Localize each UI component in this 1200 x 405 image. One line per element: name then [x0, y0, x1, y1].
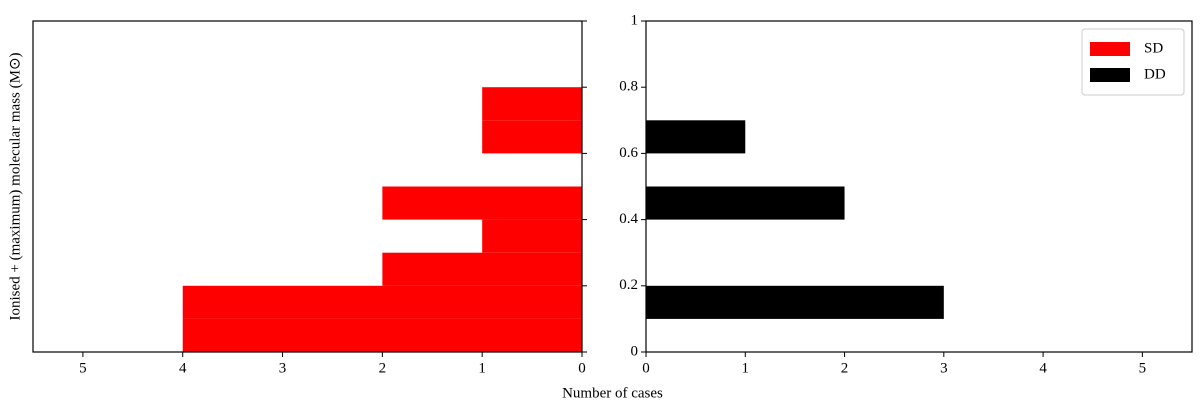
- bar: [482, 120, 582, 154]
- y-tick-label: 0.8: [619, 79, 638, 95]
- y-tick-label: 0.4: [619, 211, 638, 227]
- plot-frame: [32, 20, 583, 353]
- legend-swatch: [1090, 42, 1130, 56]
- legend-swatch: [1090, 68, 1130, 82]
- bar: [646, 285, 944, 319]
- bar: [182, 285, 582, 319]
- bar: [646, 186, 845, 220]
- bar: [182, 318, 582, 352]
- x-tick-label: 3: [940, 360, 948, 376]
- x-tick-label: 1: [742, 360, 750, 376]
- bar: [646, 120, 746, 154]
- y-tick-label: 0.2: [619, 277, 638, 293]
- legend: SD DD: [1081, 28, 1185, 96]
- bar: [382, 186, 582, 220]
- plot-frame: [645, 20, 1193, 353]
- x-tick-label: 5: [79, 360, 87, 376]
- legend-box: [1081, 28, 1185, 96]
- x-tick-label: 2: [379, 360, 387, 376]
- y-tick-label: 0.6: [619, 145, 638, 161]
- x-tick-label: 3: [279, 360, 287, 376]
- x-tick-label: 2: [841, 360, 849, 376]
- legend-label: DD: [1144, 66, 1166, 82]
- y-tick-label: 1: [631, 12, 639, 28]
- x-tick-label: 5: [1139, 360, 1147, 376]
- x-tick-label: 4: [1039, 360, 1047, 376]
- x-tick-label: 0: [578, 360, 586, 376]
- y-axis-label: Ionised + (maximum) molecular mass (M⊙): [7, 52, 23, 320]
- bar: [382, 252, 582, 286]
- x-tick-label: 1: [478, 360, 486, 376]
- x-tick-label: 0: [642, 360, 650, 376]
- bar: [482, 219, 582, 253]
- legend-label: SD: [1144, 40, 1163, 56]
- bar: [482, 87, 582, 121]
- y-tick-label: 0: [631, 343, 639, 359]
- x-tick-label: 4: [179, 360, 187, 376]
- x-axis-label: Number of cases: [562, 385, 663, 401]
